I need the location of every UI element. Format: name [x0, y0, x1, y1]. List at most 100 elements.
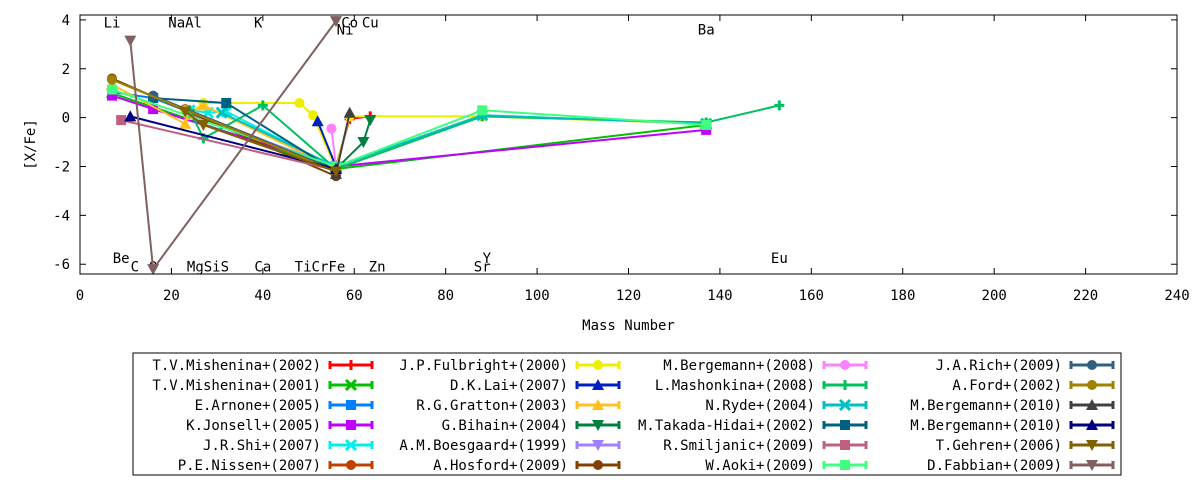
- data-point: [477, 105, 488, 116]
- legend-label: A.Hosford+(2009): [433, 458, 568, 474]
- legend-label: R.G.Gratton+(2003): [416, 398, 568, 414]
- data-point: [197, 99, 210, 111]
- legend-label: E.Arnone+(2005): [195, 398, 321, 414]
- x-tick-label: 160: [799, 288, 824, 304]
- data-point: [308, 110, 319, 121]
- legend-entry: L.Mashonkina+(2008): [655, 378, 868, 394]
- legend-entry: N.Ryde+(2004): [705, 398, 868, 414]
- legend-label: T.V.Mishenina+(2001): [152, 378, 321, 394]
- plot-frame: [79, 14, 1178, 275]
- element-label: Ba: [698, 23, 715, 39]
- data-point: [179, 106, 192, 118]
- x-tick-label: 100: [524, 288, 549, 304]
- element-label: Cu: [362, 15, 379, 31]
- legend-entry: J.A.Rich+(2009): [936, 358, 1115, 374]
- series-line: [129, 20, 337, 272]
- x-tick-label: 40: [254, 288, 271, 304]
- series-J.P.Fulbright+(2000): [180, 97, 712, 174]
- element-label: Be: [113, 251, 130, 267]
- legend-entry: A.M.Boesgaard+(1999): [399, 438, 621, 454]
- data-point: [221, 97, 232, 108]
- legend-entry: J.R.Shi+(2007): [203, 438, 374, 454]
- element-label: Ni: [337, 23, 354, 39]
- element-label: Y: [483, 251, 492, 267]
- element-label: Sr: [474, 260, 491, 276]
- series-D.Fabbian+(2009): [124, 16, 342, 276]
- data-point: [147, 264, 160, 276]
- legend-entry: D.Fabbian+(2009): [927, 458, 1115, 474]
- legend-entry: D.K.Lai+(2007): [450, 378, 621, 394]
- y-tick-label: 2: [62, 62, 70, 78]
- legend-label: R.Smiljanic+(2009): [663, 438, 815, 454]
- legend-label: T.Gehren+(2006): [936, 438, 1062, 454]
- data-point: [326, 123, 337, 134]
- x-tick-label: 220: [1073, 288, 1098, 304]
- element-label: MgSiS: [187, 260, 229, 276]
- legend-label: L.Mashonkina+(2008): [655, 378, 815, 394]
- data-point: [592, 420, 604, 431]
- series-line: [184, 101, 707, 173]
- data-point: [257, 100, 268, 111]
- data-point: [1086, 440, 1098, 451]
- x-tick-label: 240: [1164, 288, 1189, 304]
- data-point: [840, 460, 850, 470]
- series-line: [316, 120, 337, 167]
- legend-entry: E.Arnone+(2005): [195, 398, 374, 414]
- series-line: [330, 128, 337, 167]
- data-point: [346, 420, 356, 430]
- series-line: [111, 94, 707, 168]
- data-point: [1087, 380, 1097, 390]
- data-point: [701, 119, 712, 130]
- legend-label: M.Bergemann+(2010): [910, 398, 1062, 414]
- data-point: [179, 117, 192, 129]
- data-point: [344, 378, 358, 392]
- series-T.Gehren+(2006): [179, 106, 342, 178]
- legend-entry: A.Ford+(2002): [952, 378, 1115, 394]
- y-tick-label: 0: [62, 111, 70, 127]
- data-point: [106, 90, 117, 101]
- data-point: [364, 115, 377, 127]
- legend-entry: T.V.Mishenina+(2002): [152, 358, 374, 374]
- axis-ticks: 0 20 40 60 80 100 120 140 160 180 200 220 240 -6 -4 -2 0…: [53, 13, 1190, 304]
- legend-entry: M.Bergemann+(2010): [910, 398, 1115, 414]
- data-point: [1086, 399, 1098, 410]
- legend-label: N.Ryde+(2004): [705, 398, 815, 414]
- legend-label: W.Aoki+(2009): [705, 458, 815, 474]
- x-tick-label: 80: [437, 288, 454, 304]
- legend-label: D.Fabbian+(2009): [927, 458, 1062, 474]
- legend: T.V.Mishenina+(2002) T.V.Mishenina+(2001)…: [132, 352, 1122, 476]
- data-point: [1086, 460, 1098, 471]
- element-label: Eu: [771, 251, 788, 267]
- element-label: Ca: [254, 260, 271, 276]
- legend-entry: J.P.Fulbright+(2000): [399, 358, 621, 374]
- data-point: [124, 35, 137, 47]
- element-label: TiCrFe: [295, 260, 346, 276]
- data-point: [116, 115, 127, 126]
- data-point: [840, 440, 850, 450]
- legend-label: G.Bihain+(2004): [442, 418, 568, 434]
- data-point: [592, 399, 604, 410]
- data-point: [197, 119, 210, 131]
- series-line: [111, 88, 707, 168]
- legend-label: A.M.Boesgaard+(1999): [399, 438, 568, 454]
- y-tick-label: 4: [62, 13, 70, 29]
- series-line: [111, 78, 337, 173]
- legend-box: [132, 352, 1122, 476]
- series-line: [221, 111, 707, 168]
- legend-entry: R.G.Gratton+(2003): [416, 398, 621, 414]
- series-line: [120, 119, 337, 172]
- data-point: [215, 106, 228, 119]
- x-axis-label: Mass Number: [582, 318, 675, 334]
- data-point: [148, 104, 159, 115]
- legend-label: M.Bergemann+(2008): [663, 358, 815, 374]
- legend-label: J.A.Rich+(2009): [936, 358, 1062, 374]
- legend-label: P.E.Nissen+(2007): [178, 458, 321, 474]
- data-point: [106, 74, 117, 85]
- legend-entry: W.Aoki+(2009): [705, 458, 868, 474]
- x-tick-label: 0: [76, 288, 84, 304]
- data-point: [311, 115, 324, 127]
- legend-entry: T.V.Mishenina+(2001): [152, 378, 374, 394]
- data-point: [592, 379, 604, 390]
- data-point: [106, 84, 117, 95]
- x-tick-label: 120: [616, 288, 641, 304]
